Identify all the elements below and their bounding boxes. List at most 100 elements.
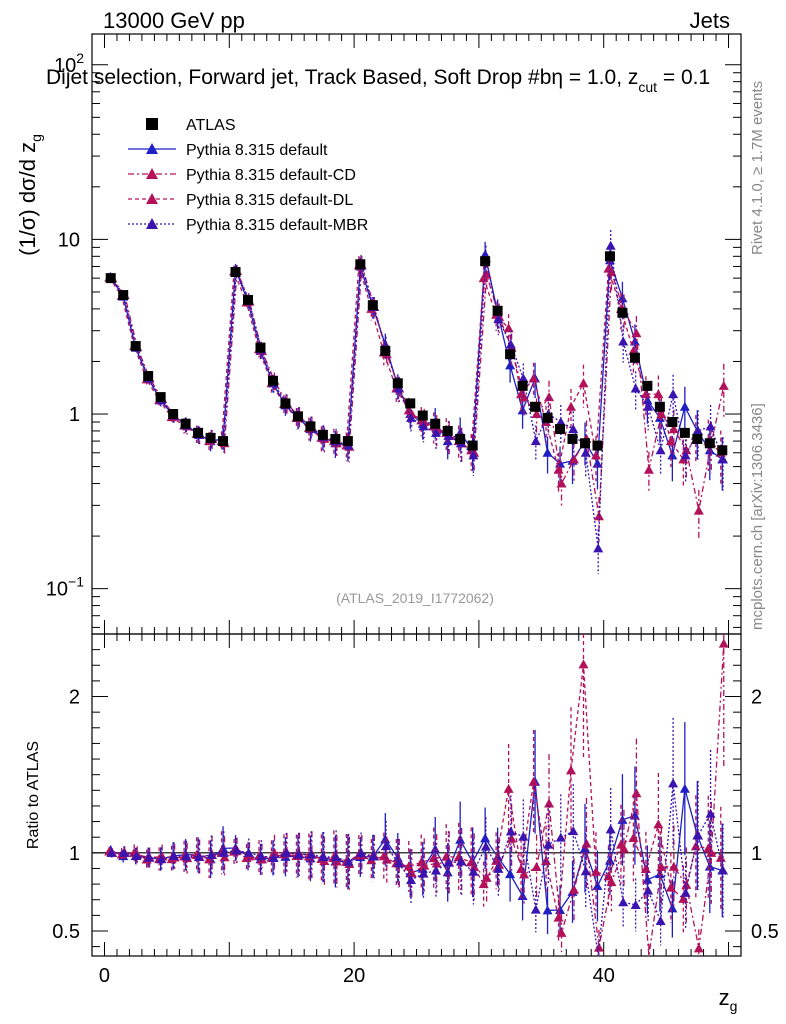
ratio-point	[593, 942, 604, 952]
ratio-point	[503, 783, 514, 793]
ratio-point	[468, 866, 479, 876]
data-point	[592, 440, 603, 451]
data-point	[492, 305, 503, 316]
data-point	[480, 256, 491, 267]
ratio-point	[528, 776, 539, 786]
legend-label: Pythia 8.315 default	[186, 142, 328, 159]
ratio-point	[530, 904, 541, 914]
data-point	[679, 427, 690, 438]
ratio-point	[544, 798, 555, 808]
data-point	[642, 380, 653, 391]
data-point	[617, 307, 628, 318]
ratio-point	[630, 899, 641, 909]
data-point	[478, 273, 489, 283]
data-point	[630, 383, 641, 393]
data-point	[718, 454, 729, 464]
ratio-point	[568, 826, 579, 836]
data-point	[292, 411, 303, 422]
data-point	[654, 401, 665, 412]
ratio-point	[478, 879, 489, 889]
data-point	[629, 352, 640, 363]
legend-label: Pythia 8.315 default-MBR	[186, 217, 368, 234]
data-point	[480, 249, 491, 259]
plot-subtitle-sub: cut	[638, 79, 657, 95]
ratio-point	[243, 847, 254, 857]
ratio-panel-frame	[91, 633, 742, 957]
ratio-point	[181, 851, 192, 861]
data-point	[442, 425, 453, 436]
legend-label: Pythia 8.315 default-DL	[186, 192, 353, 209]
category-label: Jets	[690, 8, 730, 33]
data-point	[455, 433, 466, 444]
ratio-point	[505, 826, 516, 836]
data-point	[580, 447, 591, 457]
y-tick-label-exponent: −1	[68, 574, 84, 590]
data-point	[218, 436, 229, 447]
data-point	[193, 427, 204, 438]
data-point	[717, 445, 728, 456]
ratio-point	[553, 912, 564, 922]
ratio-series-line	[112, 643, 725, 957]
data-point	[417, 410, 428, 421]
data-point	[544, 392, 555, 402]
y-tick-label: 102	[54, 50, 84, 77]
data-point	[143, 371, 154, 382]
data-point	[680, 450, 691, 460]
ratio-point	[168, 850, 179, 860]
ratio-y-tick-label: 2	[751, 687, 762, 709]
rivet-label: Rivet 4.1.0, ≥ 1.7M events	[749, 81, 766, 255]
data-point	[692, 433, 703, 444]
data-point	[640, 389, 651, 399]
y-tick-label: 10−1	[46, 574, 84, 601]
ratio-point	[678, 893, 689, 903]
ratio-series-line	[109, 664, 722, 918]
ratio-point	[643, 885, 654, 895]
ratio-point	[430, 865, 441, 875]
legend-label: Pythia 8.315 default-CD	[186, 167, 356, 184]
y-axis-title: (1/σ) dσ/d zg	[15, 134, 44, 256]
ratio-point	[381, 841, 392, 851]
ratio-y-axis-title: Ratio to ATLAS	[25, 741, 42, 849]
y-tick-label: 1	[69, 404, 80, 426]
data-point	[704, 438, 715, 449]
ratio-point	[403, 861, 414, 871]
ratio-point	[656, 862, 667, 872]
ratio-point	[306, 849, 317, 859]
data-point	[653, 389, 664, 399]
data-point	[430, 418, 441, 429]
ratio-point	[668, 778, 679, 788]
ratio-point	[156, 854, 167, 864]
x-axis-title: zg	[719, 985, 738, 1014]
ratio-point	[590, 866, 601, 876]
legend-marker	[146, 218, 158, 229]
y-axis-title-sub: g	[28, 134, 44, 142]
series-group	[104, 230, 729, 957]
data-point	[693, 425, 704, 435]
data-point	[118, 290, 129, 301]
ratio-point	[566, 765, 577, 775]
data-point	[655, 445, 666, 455]
ratio-point	[578, 659, 589, 669]
data-point	[130, 341, 141, 352]
ratio-point	[705, 808, 716, 818]
plot-subtitle-tail: = 0.1	[657, 66, 710, 89]
x-tick-label: 20	[343, 965, 365, 987]
data-point	[243, 294, 254, 305]
legend: ATLAS Pythia 8.315 default Pythia 8.315 de…	[128, 117, 368, 234]
data-point	[255, 342, 266, 353]
data-point	[180, 418, 191, 429]
x-tick-label: 0	[99, 965, 110, 987]
data-point	[467, 440, 478, 451]
ratio-y-tick-label: 2	[69, 687, 80, 709]
plot-subtitle-eta: η = 1.0, z	[551, 66, 638, 89]
ratio-point	[231, 845, 242, 855]
ratio-point	[718, 638, 729, 648]
data-point	[317, 429, 328, 440]
data-point	[705, 421, 716, 431]
mcplots-label: mcplots.cern.ch [arXiv:1306.3436]	[749, 403, 766, 630]
ratio-point	[318, 851, 329, 861]
data-point	[168, 409, 179, 420]
data-point	[542, 412, 553, 423]
